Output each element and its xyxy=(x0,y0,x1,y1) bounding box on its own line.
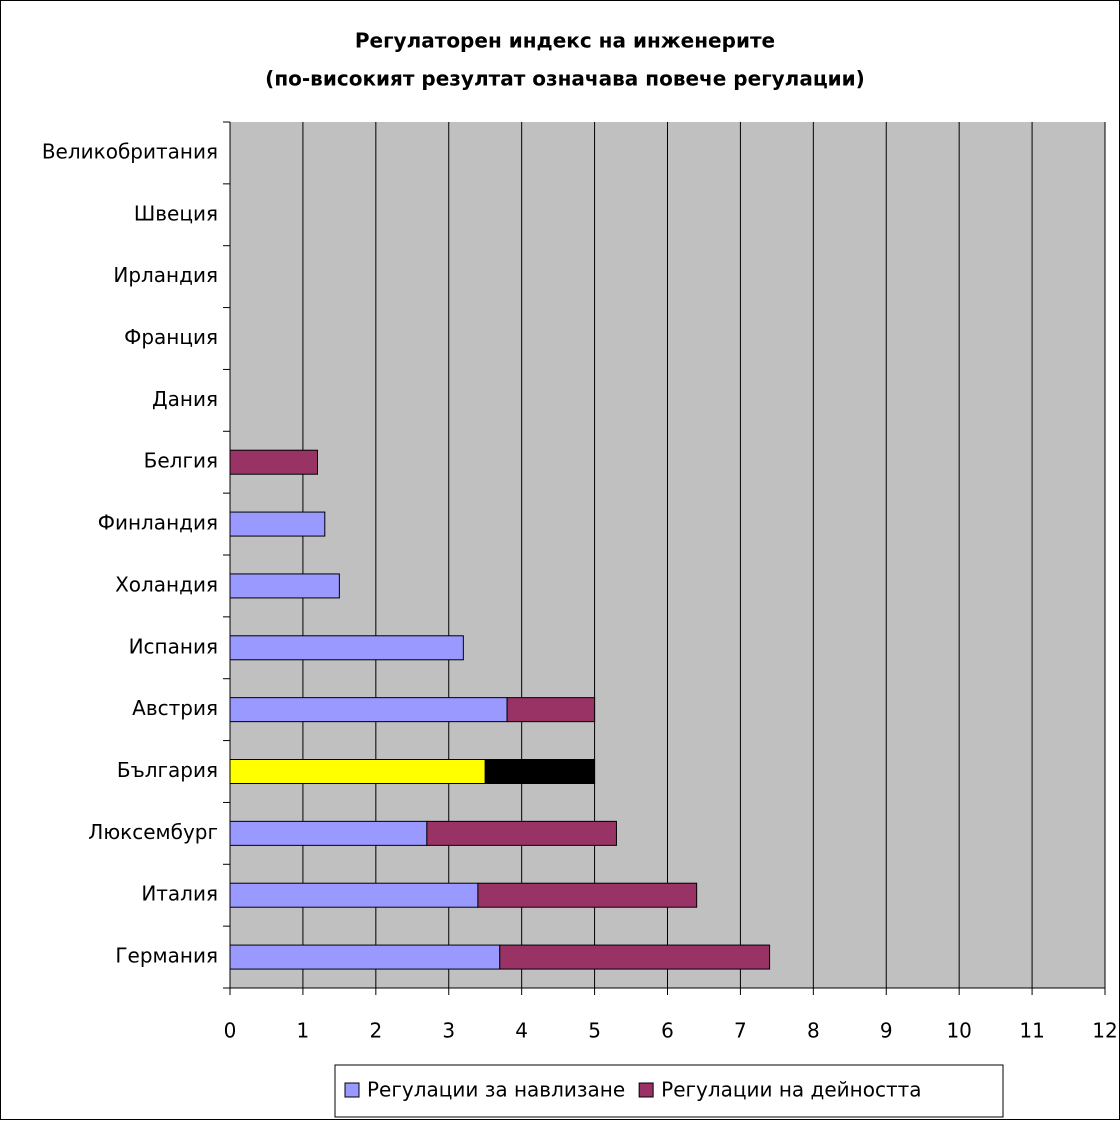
y-tick-label: България xyxy=(117,758,218,782)
bar xyxy=(229,635,464,661)
x-tick-label: 12 xyxy=(1092,1019,1117,1043)
bar xyxy=(426,820,617,846)
x-tick-label: 4 xyxy=(515,1019,528,1043)
x-tick-label: 1 xyxy=(297,1019,310,1043)
y-tick-label: Австрия xyxy=(132,696,218,720)
legend xyxy=(334,1064,1004,1118)
bar xyxy=(477,882,698,908)
bar xyxy=(229,759,486,784)
chart-title: Регулаторен индекс на инженерите xyxy=(355,29,775,53)
bar xyxy=(484,759,596,784)
x-tick-label: 5 xyxy=(588,1019,601,1043)
x-tick-label: 11 xyxy=(1019,1019,1044,1043)
x-tick-label: 2 xyxy=(369,1019,382,1043)
x-tick-label: 0 xyxy=(224,1019,237,1043)
y-tick-label: Испания xyxy=(129,634,218,658)
x-tick-label: 8 xyxy=(807,1019,820,1043)
bar xyxy=(229,573,340,599)
y-tick-label: Ирландия xyxy=(113,263,218,287)
bar xyxy=(229,944,501,970)
bar xyxy=(229,449,318,475)
bar xyxy=(229,882,479,908)
x-tick-label: 10 xyxy=(946,1019,971,1043)
x-tick-label: 7 xyxy=(734,1019,747,1043)
y-tick-label: Холандия xyxy=(115,572,218,596)
bar xyxy=(506,697,596,723)
legend-swatch xyxy=(638,1082,654,1098)
y-tick-label: Швеция xyxy=(134,201,218,225)
bar xyxy=(499,944,771,970)
y-tick-label: Германия xyxy=(115,944,218,968)
y-tick-label: Франция xyxy=(124,325,218,349)
chart-subtitle: (по-високият резултат означава повече ре… xyxy=(265,67,865,91)
legend-label: Регулации на дейността xyxy=(661,1078,921,1102)
bar xyxy=(229,511,326,537)
bar xyxy=(229,697,508,723)
x-tick-label: 3 xyxy=(442,1019,455,1043)
legend-swatch xyxy=(344,1082,360,1098)
y-tick-label: Люксембург xyxy=(88,820,218,844)
x-tick-label: 9 xyxy=(880,1019,893,1043)
y-tick-label: Италия xyxy=(141,882,218,906)
x-tick-label: 6 xyxy=(661,1019,674,1043)
bar xyxy=(229,820,428,846)
y-tick-label: Белгия xyxy=(144,449,218,473)
y-tick-label: Финландия xyxy=(98,511,218,535)
y-tick-label: Великобритания xyxy=(42,139,218,163)
legend-label: Регулации за навлизане xyxy=(367,1078,625,1102)
y-tick-label: Дания xyxy=(152,387,218,411)
